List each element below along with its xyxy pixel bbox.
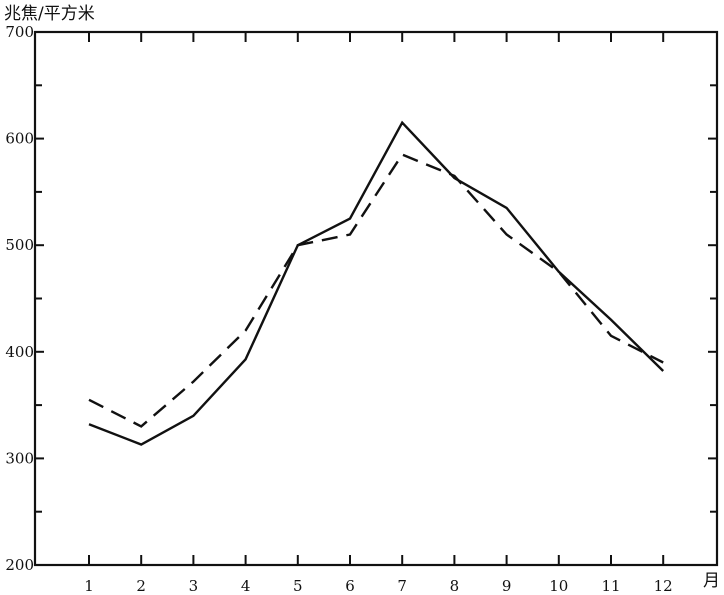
x-tick-label: 2 [136,577,146,595]
x-tick-label: 5 [293,577,303,595]
y-axis-ticks: 200 300 400 500 600 700 [5,23,717,574]
x-tick-label: 8 [450,577,460,595]
x-tick-label: 10 [549,577,568,595]
y-tick-label: 700 [5,23,34,41]
y-tick-label: 500 [5,236,34,254]
x-axis-unit-label: 月 [703,571,720,591]
x-tick-label: 1 [84,577,94,595]
x-tick-label: 4 [241,577,251,595]
x-tick-label: 6 [345,577,355,595]
x-axis-ticks: 1 2 3 4 5 6 7 8 9 10 11 12 [84,32,673,595]
series-line-dashed [88,153,664,428]
y-tick-label: 300 [5,449,34,467]
x-tick-label: 9 [502,577,512,595]
y-tick-label: 200 [5,556,34,574]
series-group [88,120,665,446]
x-tick-label: 3 [189,577,199,595]
y-axis-unit-label: 兆焦/平方米 [4,4,95,24]
y-tick-label: 400 [5,343,34,361]
x-tick-label: 7 [397,577,407,595]
x-tick-label: 12 [654,577,673,595]
y-tick-label: 600 [5,130,34,148]
plot-frame [33,30,719,567]
series-line-solid [88,120,665,446]
x-tick-label: 11 [601,577,620,595]
